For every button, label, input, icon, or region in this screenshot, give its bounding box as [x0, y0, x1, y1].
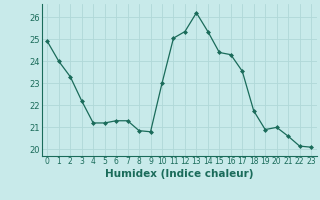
X-axis label: Humidex (Indice chaleur): Humidex (Indice chaleur) [105, 169, 253, 179]
